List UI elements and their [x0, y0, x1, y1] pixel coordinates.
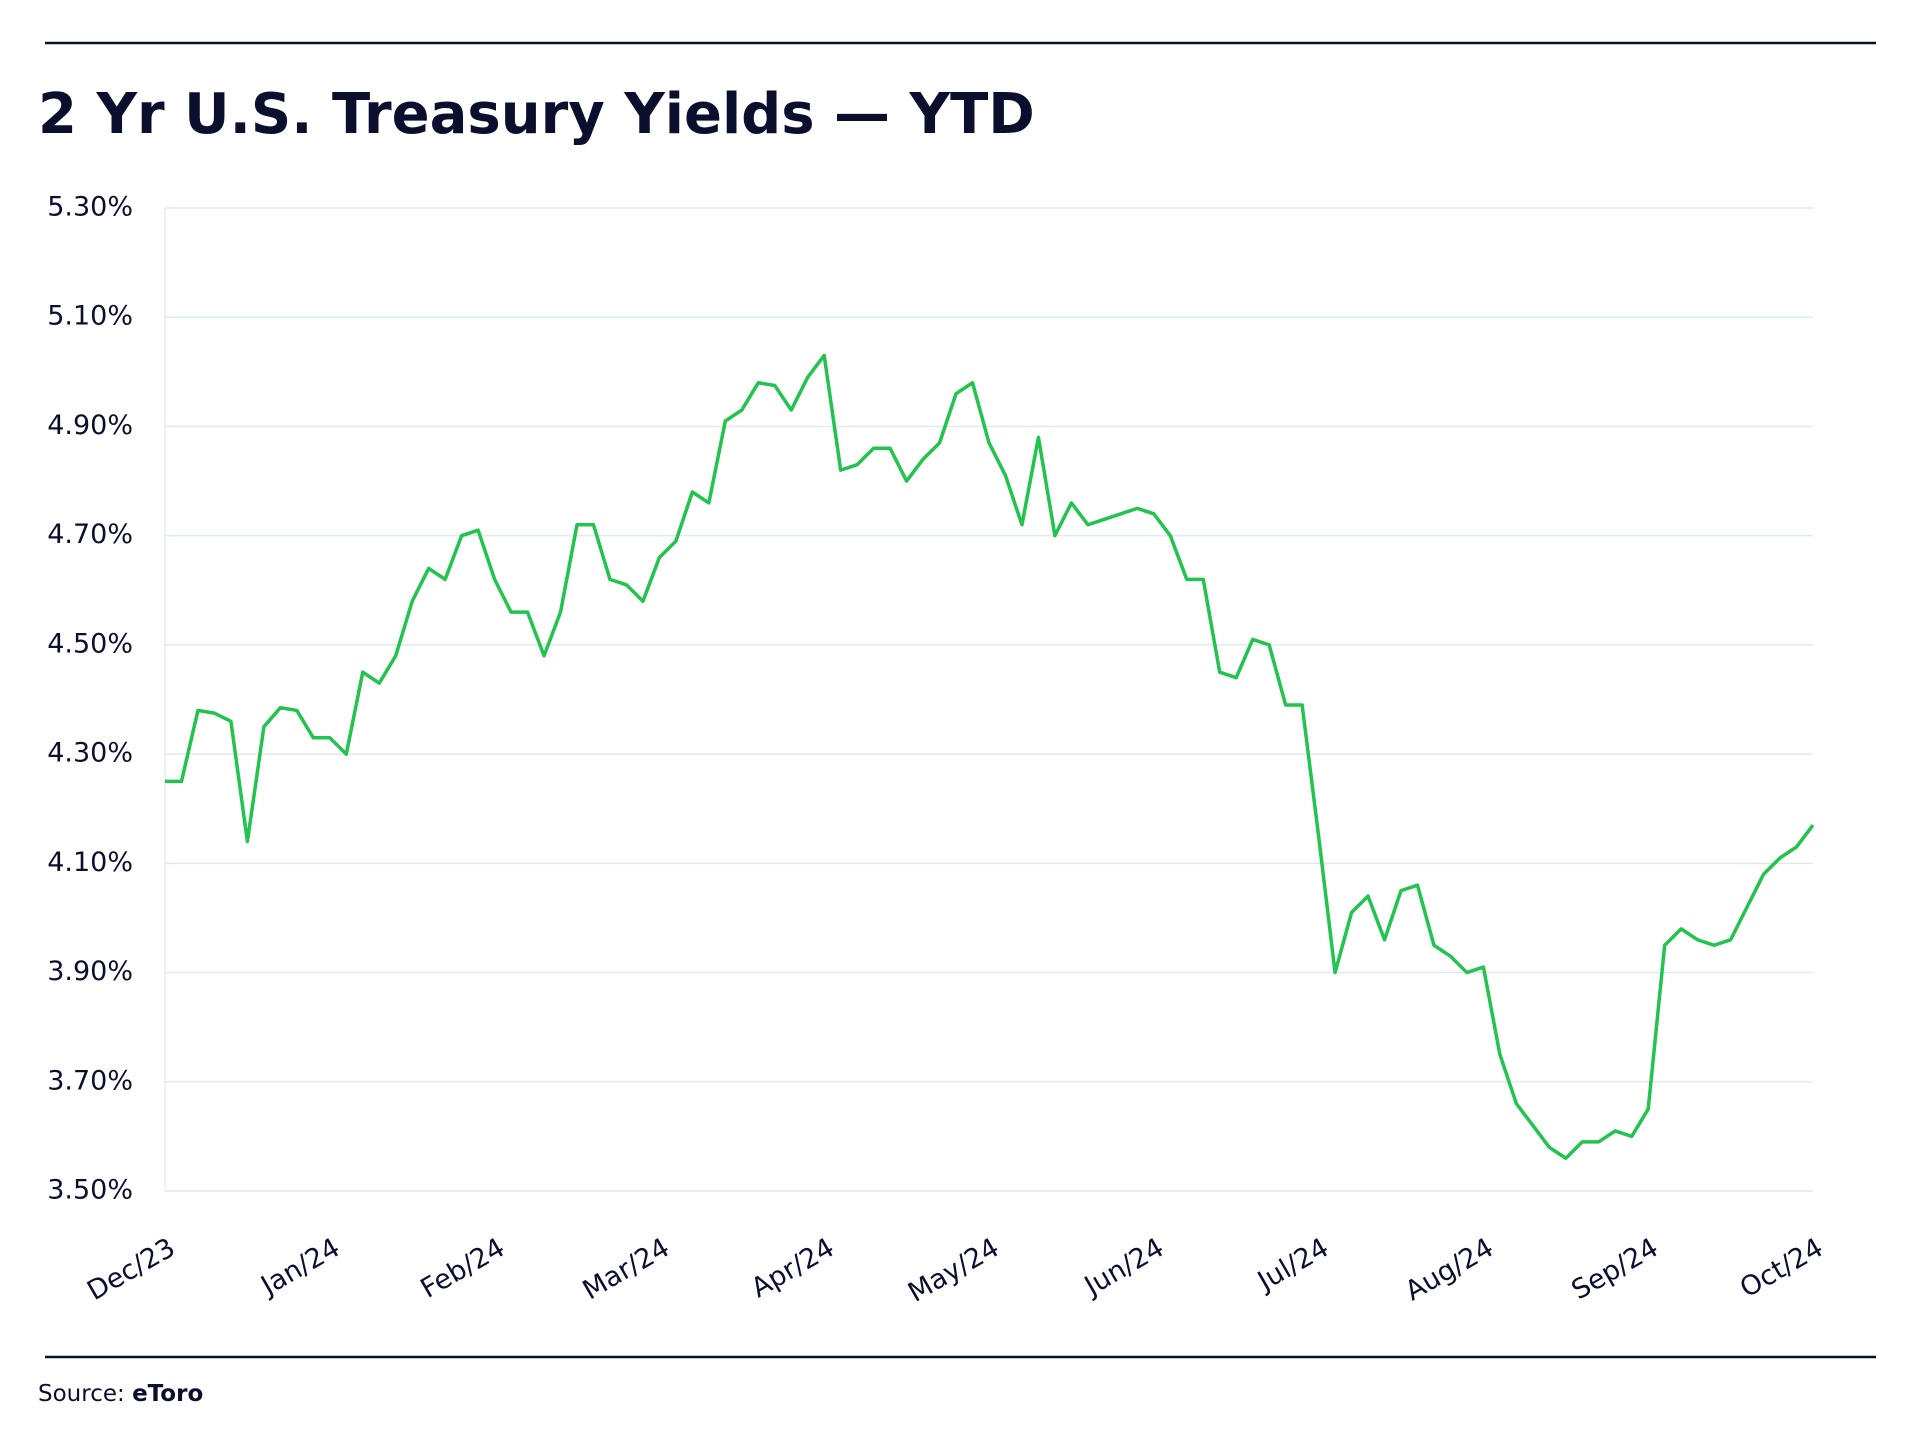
- y-tick-label: 3.90%: [47, 956, 133, 987]
- x-tick-label: May/24: [903, 1232, 1004, 1308]
- y-tick-label: 4.70%: [47, 519, 133, 550]
- source-label: Source:: [38, 1381, 125, 1407]
- y-tick-label: 5.10%: [47, 301, 133, 332]
- source-name: eToro: [132, 1381, 203, 1407]
- x-tick-label: Dec/23: [82, 1232, 180, 1307]
- chart-title: 2 Yr U.S. Treasury Yields — YTD: [38, 82, 1035, 147]
- x-tick-label: Apr/24: [746, 1232, 840, 1304]
- x-tick-label: Oct/24: [1735, 1232, 1829, 1304]
- x-tick-label: Sep/24: [1566, 1232, 1663, 1306]
- y-tick-label: 5.30%: [47, 192, 133, 223]
- x-tick-label: Mar/24: [578, 1232, 675, 1306]
- x-tick-label: Jun/24: [1078, 1232, 1169, 1303]
- x-tick-label: Feb/24: [416, 1232, 511, 1304]
- y-tick-label: 3.70%: [47, 1065, 133, 1096]
- line-series: [165, 353, 1815, 1160]
- y-tick-label: 4.90%: [47, 410, 133, 441]
- y-tick-label: 3.50%: [47, 1175, 133, 1206]
- y-tick-label: 4.30%: [47, 738, 133, 769]
- y-tick-label: 4.50%: [47, 628, 133, 659]
- y-tick-label: 4.10%: [47, 847, 133, 878]
- x-tick-label: Jul/24: [1251, 1232, 1334, 1298]
- x-tick-label: Aug/24: [1400, 1232, 1499, 1307]
- source: Source: eToro: [38, 1381, 203, 1407]
- x-tick-label: Jan/24: [254, 1232, 345, 1302]
